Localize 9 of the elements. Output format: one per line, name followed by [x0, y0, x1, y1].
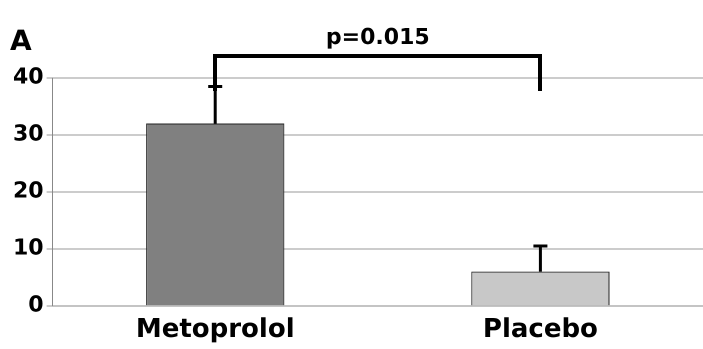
y-tick-label: 30 — [12, 122, 44, 147]
y-tick-label: 40 — [12, 64, 44, 90]
y-tick-label: 10 — [12, 236, 44, 261]
x-tick-label: Placebo — [482, 314, 598, 344]
text: p=0.015 — [326, 25, 430, 50]
y-tick-label: 0 — [28, 292, 44, 318]
y-tick-label: 20 — [12, 178, 44, 204]
text: A — [10, 24, 32, 57]
x-tick-label: Metoprolol — [136, 314, 295, 344]
